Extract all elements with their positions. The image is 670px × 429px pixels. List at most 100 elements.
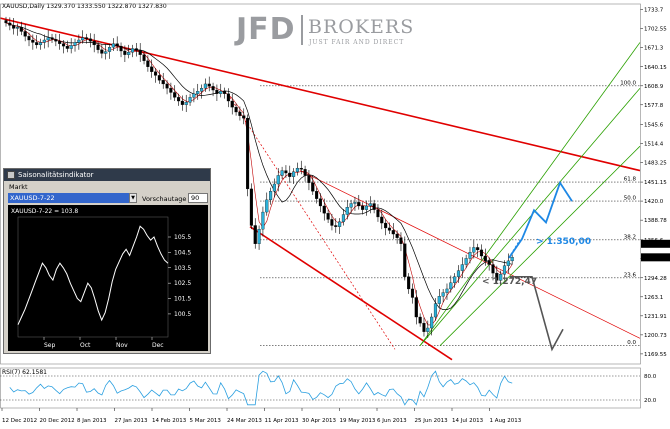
candle [104, 51, 108, 54]
candle [299, 167, 303, 170]
candle [345, 207, 349, 215]
candle [426, 327, 430, 332]
candle [19, 27, 23, 32]
time-tick-label: 8 Jan 2013 [77, 418, 107, 424]
candle [134, 48, 138, 51]
candle [226, 93, 230, 102]
candle [510, 257, 514, 262]
candle [418, 316, 422, 324]
scenario-down-path [510, 275, 564, 352]
candle [219, 91, 223, 94]
candle [410, 288, 415, 298]
time-tick-label: 1 Aug 2013 [490, 418, 522, 424]
price-tag-1350: 1350.000 [643, 242, 670, 248]
candle [372, 203, 376, 210]
seasonal-ytick-label: 102.5 [174, 280, 191, 287]
fib-label: 61.8 [624, 177, 637, 183]
seasonal-ytick-label: 100.5 [174, 311, 191, 318]
market-label: Markt [9, 183, 28, 191]
candle [180, 100, 184, 105]
seasonality-panel[interactable]: Saisonalitätsindikator Markt XAUUSD-7-22… [3, 168, 211, 354]
candle [353, 202, 357, 204]
candle [173, 92, 177, 98]
seasonal-xtick-label: Oct [80, 342, 91, 349]
current-price-tag-bg [641, 253, 670, 262]
scenario-up-dashed [508, 239, 521, 259]
rsi-label: RSI(7) 62.1581 [2, 369, 47, 376]
candle [491, 264, 495, 274]
candle [169, 88, 173, 93]
candle [276, 175, 280, 185]
candle [4, 20, 8, 24]
seasonal-line [17, 225, 169, 325]
current-price-tag: 1327.830 [643, 255, 670, 261]
seasonal-xtick-label: Sep [44, 342, 56, 349]
candle [50, 37, 54, 40]
price-tick-label: 1451.15 [644, 180, 667, 186]
market-select[interactable]: XAUUSD-7-22 [8, 193, 136, 203]
candle [357, 202, 361, 207]
candle [368, 203, 372, 207]
candle [157, 75, 161, 81]
candle [395, 233, 399, 238]
candle [441, 292, 445, 297]
candle [502, 265, 507, 275]
rsi-panel: 80.0 20.0 [0, 367, 657, 409]
time-tick-label: 19 May 2013 [340, 418, 376, 424]
candle [196, 91, 200, 94]
candle [77, 39, 81, 43]
candle [403, 243, 407, 277]
candle [234, 106, 238, 113]
candle [272, 183, 276, 192]
time-tick-label: 11 Apr 2013 [265, 418, 300, 424]
candle [242, 115, 246, 119]
candle [307, 175, 311, 183]
candle [487, 260, 491, 265]
candle [476, 247, 480, 251]
seasonal-ytick-label: 103.5 [174, 265, 191, 272]
candle [506, 260, 510, 266]
candle [391, 230, 395, 235]
time-tick-label: 14 Feb 2013 [152, 418, 187, 424]
rsi-line [9, 370, 513, 406]
candle [27, 36, 31, 41]
preview-label: Vorschautage [142, 195, 187, 203]
candle [456, 270, 461, 277]
panel-titlebar[interactable]: Saisonalitätsindikator [4, 169, 210, 181]
window-icon [7, 171, 15, 179]
seasonal-series-label: XAUUSD-7-22 = 103.8 [11, 208, 78, 215]
logo-tagline: JUST FAIR AND DIRECT [309, 39, 405, 46]
rsi-level-label: 80.0 [644, 374, 657, 380]
price-tick-label: 1702.55 [644, 27, 667, 33]
chart-title: XAUUSD,Daily 1329.370 1333.550 1322.870 … [2, 3, 167, 10]
candle [472, 247, 476, 253]
candle [430, 316, 434, 329]
preview-days-input[interactable]: 90 [188, 193, 208, 203]
candle [15, 27, 20, 29]
chevron-down-icon[interactable]: ▼ [129, 193, 137, 203]
candle [92, 41, 96, 46]
candle [12, 25, 16, 29]
candle [88, 38, 92, 42]
candle [177, 97, 181, 102]
candle [322, 205, 326, 214]
candle [8, 22, 12, 26]
candle [437, 296, 441, 304]
price-tick-label: 1263.1 [644, 295, 663, 301]
candle [453, 276, 457, 283]
candle [387, 227, 392, 231]
candle [65, 45, 69, 49]
time-tick-label: 27 Jan 2013 [115, 418, 148, 424]
candle [330, 219, 334, 226]
candle [334, 225, 338, 227]
candle [184, 102, 188, 105]
candle [138, 50, 142, 55]
candle [161, 80, 165, 85]
candle [464, 258, 468, 265]
lower-trendline [249, 226, 453, 361]
time-tick-label: 20 Dec 2012 [40, 418, 75, 424]
candle [203, 83, 207, 89]
candle [311, 182, 315, 192]
fib-label: 50.0 [624, 196, 637, 202]
seasonal-ytick-label: 101.5 [174, 296, 191, 303]
